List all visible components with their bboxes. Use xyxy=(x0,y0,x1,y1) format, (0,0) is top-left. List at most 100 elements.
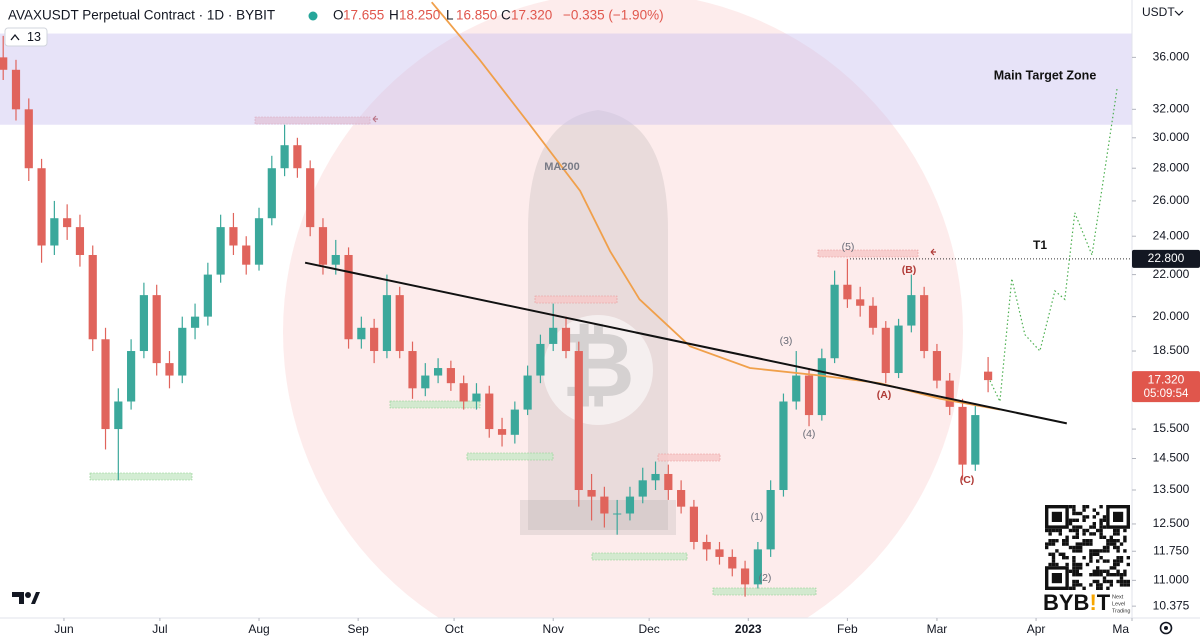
qr-cell xyxy=(1102,559,1107,563)
qr-cell xyxy=(1085,539,1090,543)
candle-body xyxy=(868,305,878,328)
qr-cell xyxy=(1075,528,1079,533)
qr-cell xyxy=(1082,515,1086,519)
target-zone-label: Main Target Zone xyxy=(994,68,1097,82)
candle-body xyxy=(11,69,21,110)
candle-body xyxy=(753,549,762,585)
qr-cell xyxy=(1045,545,1049,550)
y-tick-label: 32.000 xyxy=(1153,101,1190,115)
qr-cell xyxy=(1055,528,1059,533)
qr-cell xyxy=(1072,579,1076,584)
qr-cell xyxy=(1102,518,1107,522)
wave-label: (B) xyxy=(902,264,917,276)
qr-cell xyxy=(1096,549,1100,553)
qr-cell xyxy=(1106,542,1110,546)
x-axis: Jun Jul Aug Sep Oct Nov Dec 2023 Feb Mar Apr Ma xyxy=(54,618,1133,636)
qr-cell xyxy=(1102,515,1107,519)
qr-cell xyxy=(1079,525,1083,529)
wave-label: (3) xyxy=(780,335,793,347)
qr-cell xyxy=(1051,528,1056,533)
qr-cell xyxy=(1092,549,1096,553)
qr-cell xyxy=(1099,569,1103,573)
qr-cell xyxy=(1051,542,1056,546)
candle-body xyxy=(677,490,686,507)
candle-body xyxy=(152,295,161,364)
qr-cell xyxy=(1055,539,1059,543)
qr-cell xyxy=(1082,532,1086,536)
candle-body xyxy=(459,383,468,402)
qr-cell xyxy=(1099,528,1103,533)
qr-cell xyxy=(1099,586,1103,590)
settings-button[interactable] xyxy=(1159,621,1173,635)
qr-cell xyxy=(1096,569,1100,573)
qr-cell xyxy=(1106,539,1110,543)
qr-cell xyxy=(1106,559,1110,563)
qr-cell xyxy=(1123,573,1127,577)
qr-cell xyxy=(1065,556,1069,560)
qr-cell xyxy=(1092,552,1096,556)
qr-cell xyxy=(1065,542,1069,546)
qr-cell xyxy=(1082,586,1086,590)
tv-logo-part xyxy=(31,592,40,604)
wave-label: (A) xyxy=(877,389,892,401)
qr-cell xyxy=(1096,579,1100,584)
tradingview-logo[interactable] xyxy=(12,592,40,604)
qr-cell xyxy=(1113,573,1117,577)
candle-body xyxy=(625,496,635,514)
qr-cell xyxy=(1055,549,1059,553)
x-tick-label: Feb xyxy=(837,622,858,636)
qr-cell xyxy=(1068,522,1073,526)
candle-body xyxy=(561,327,571,352)
ohlc-value: 17.655 xyxy=(343,8,384,23)
qr-cell xyxy=(1051,556,1056,560)
candle-body xyxy=(907,295,916,326)
order-zone xyxy=(254,116,371,125)
qr-cell xyxy=(1106,569,1110,573)
qr-cell xyxy=(1075,525,1079,529)
qr-cell xyxy=(1092,508,1096,512)
y-tick-label: 13.500 xyxy=(1153,482,1190,496)
qr-cell xyxy=(1079,573,1083,577)
qr-cell xyxy=(1119,559,1124,563)
order-zone xyxy=(712,587,817,596)
candle-body xyxy=(306,168,315,228)
y-tick-label: 26.000 xyxy=(1153,193,1190,207)
qr-cell xyxy=(1116,556,1120,560)
zone-arrow xyxy=(372,115,378,123)
candle-body xyxy=(702,541,711,550)
candle-body xyxy=(216,227,225,275)
candle-body xyxy=(638,480,647,497)
qr-cell xyxy=(1109,573,1113,577)
candle-body xyxy=(280,145,289,169)
qr-cell xyxy=(1109,583,1113,587)
qr-cell xyxy=(1113,545,1117,550)
target-zone xyxy=(0,33,1132,125)
tv-logo-part xyxy=(12,592,24,604)
qr-cell xyxy=(1075,535,1079,539)
indicator-box[interactable] xyxy=(4,27,48,47)
currency[interactable]: USDT xyxy=(1142,5,1175,19)
qr-cell xyxy=(1079,583,1083,587)
indicator-toggle[interactable]: 13 xyxy=(4,27,48,47)
candle-body xyxy=(485,393,494,430)
qr-cell xyxy=(1123,549,1127,553)
x-tick-label: Jul xyxy=(152,622,167,636)
qr-cell xyxy=(1106,573,1110,577)
qr-cell xyxy=(1119,542,1124,546)
plot: Main Target Zone T1 MA200 (1) (2) (3) (4) (5) (A… xyxy=(0,1,1132,597)
qr-cell xyxy=(1092,579,1096,584)
qr-cell xyxy=(1123,569,1127,573)
candle-body xyxy=(63,218,72,228)
qr-cell xyxy=(1089,552,1093,556)
change: −0.335 (−1.90%) xyxy=(563,8,664,23)
ohlc-key: H xyxy=(389,8,399,23)
qr-cell xyxy=(1102,579,1107,584)
qr-cell xyxy=(1116,579,1120,584)
qr-cell xyxy=(1062,539,1066,543)
y-tick-label: 14.500 xyxy=(1153,451,1190,465)
qr-cell xyxy=(1116,573,1120,577)
wave-label: (4) xyxy=(803,428,816,440)
candle-body xyxy=(792,375,801,402)
order-zone xyxy=(591,552,688,561)
gear[interactable] xyxy=(1159,621,1173,635)
